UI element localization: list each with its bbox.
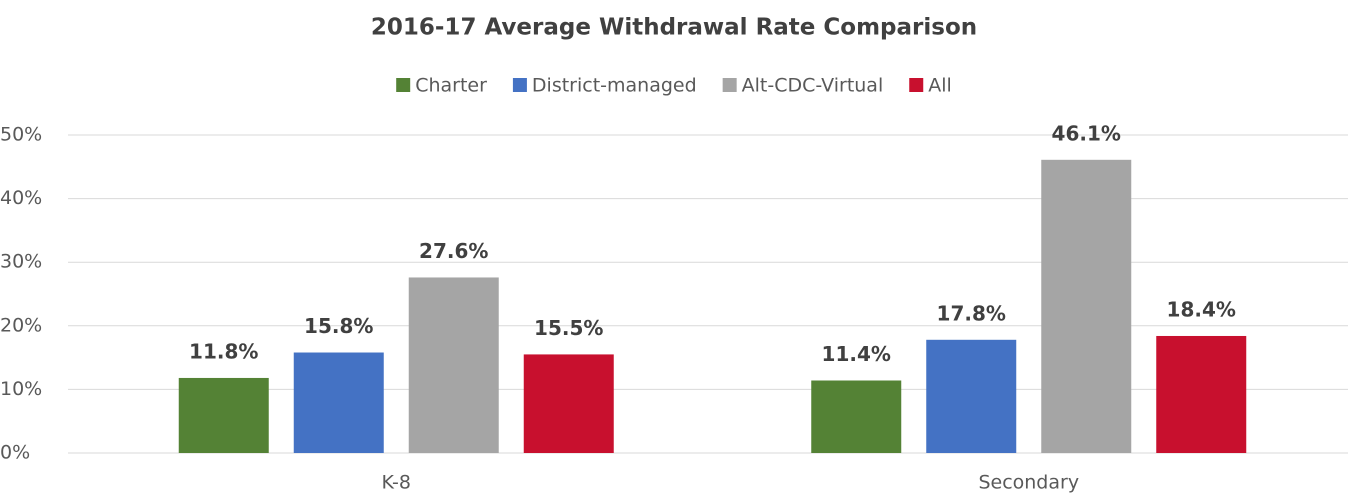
legend-swatch: [512, 78, 527, 92]
y-tick-label: 0%: [0, 442, 30, 464]
bar: [1041, 159, 1132, 453]
bar: [293, 352, 384, 453]
legend-label: Alt-CDC-Virtual: [742, 75, 884, 97]
chart-title: 2016-17 Average Withdrawal Rate Comparis…: [371, 15, 977, 41]
legend-label: All: [928, 75, 952, 97]
value-label: 15.5%: [534, 316, 603, 340]
y-tick-label: 20%: [0, 314, 42, 336]
y-tick-label: 50%: [0, 124, 42, 146]
y-tick-label: 40%: [0, 187, 42, 209]
value-label: 18.4%: [1167, 297, 1236, 321]
y-tick-label: 30%: [0, 251, 42, 273]
value-label: 17.8%: [937, 301, 1006, 325]
value-label: 11.4%: [822, 342, 891, 366]
x-tick-label: K-8: [382, 472, 411, 494]
y-tick-label: 10%: [0, 378, 42, 400]
bar: [811, 380, 902, 453]
legend-swatch: [396, 78, 411, 92]
value-label: 46.1%: [1052, 121, 1121, 145]
value-label: 11.8%: [189, 339, 258, 363]
bar: [1156, 335, 1247, 453]
value-label: 15.8%: [304, 314, 373, 338]
legend-swatch: [909, 78, 924, 92]
bar: [926, 339, 1017, 453]
legend-label: District-managed: [532, 75, 697, 97]
bar: [408, 277, 499, 453]
legend-swatch: [722, 78, 737, 92]
x-tick-label: Secondary: [978, 472, 1079, 494]
value-label: 27.6%: [419, 239, 488, 263]
bar: [523, 354, 614, 453]
bar: [178, 377, 269, 453]
legend-label: Charter: [415, 75, 487, 97]
